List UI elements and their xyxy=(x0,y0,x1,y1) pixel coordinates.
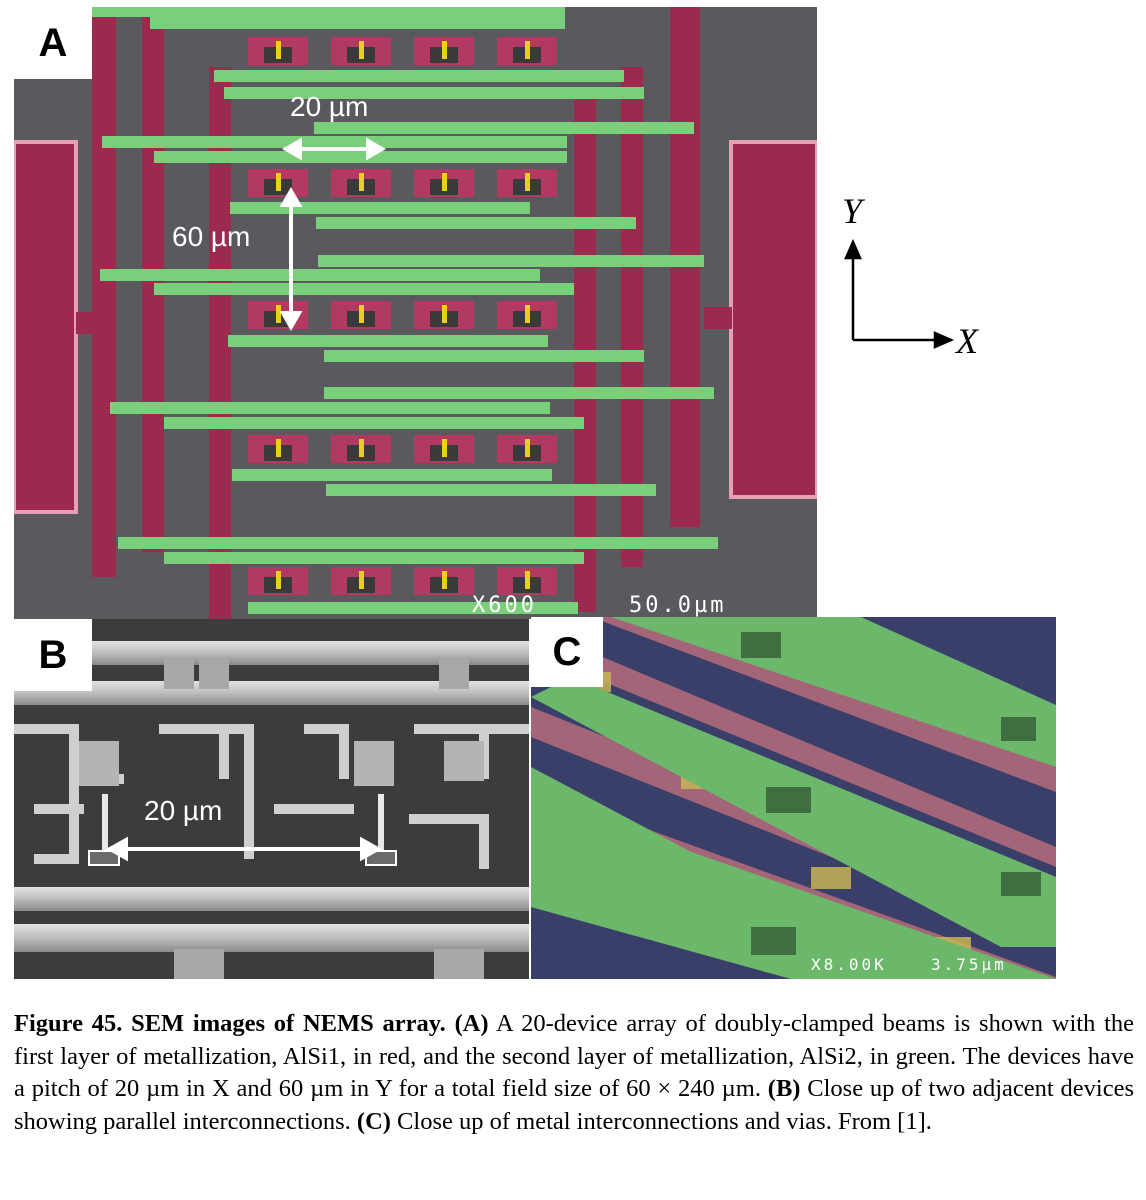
device-beam xyxy=(442,571,447,589)
caption-c-text: Close up of metal interconnections and v… xyxy=(390,1107,932,1135)
device-beam xyxy=(442,305,447,323)
panel-c-label: C xyxy=(531,617,603,687)
device-beam xyxy=(525,305,530,323)
panel-a-x-scale: 20 µm xyxy=(290,91,369,122)
device-beam xyxy=(276,439,281,457)
caption-a-tag: (A) xyxy=(454,1010,489,1037)
device-beam xyxy=(359,173,364,191)
y-axis-label: Y xyxy=(842,191,863,231)
panel-c-scale-bar: 3.75µm xyxy=(931,955,1007,974)
device-beam xyxy=(276,41,281,59)
device-beam xyxy=(442,439,447,457)
panel-c-magnification: X8.00K xyxy=(811,955,887,974)
caption-c-tag: (C) xyxy=(356,1107,391,1135)
xy-axis-legend: Y X xyxy=(830,190,1030,370)
device-beam xyxy=(276,173,281,191)
device-beam xyxy=(359,41,364,59)
device-closeup-image xyxy=(14,619,529,979)
panel-a-y-scale: 60 µm xyxy=(172,221,251,252)
interconnect-closeup-image xyxy=(531,617,1056,979)
device-beam xyxy=(442,173,447,191)
figure-caption: Figure 45. SEM images of NEMS array. (A)… xyxy=(14,1008,1134,1138)
device-beam xyxy=(276,571,281,589)
device-beam xyxy=(442,41,447,59)
panel-b-sem-image: B 20 µm xyxy=(14,619,529,979)
device-beam xyxy=(525,439,530,457)
panel-b-label: B xyxy=(14,619,92,691)
panel-a-magnification: X600 xyxy=(472,593,537,618)
caption-b-tag: (B) xyxy=(767,1075,801,1102)
device-beam xyxy=(525,173,530,191)
device-beam xyxy=(276,305,281,323)
panel-a-scale-bar: 50.0µm xyxy=(629,593,727,618)
caption-a-text: A 20-device array of doubly-clamped beam… xyxy=(14,1010,1135,1102)
x-axis-label: X xyxy=(956,321,978,361)
axis-arrows xyxy=(844,238,955,349)
caption-label: Figure 45. SEM images of NEMS array. xyxy=(14,1010,446,1037)
panel-a-label: A xyxy=(14,7,92,79)
panel-b-x-scale: 20 µm xyxy=(144,795,223,826)
device-beam xyxy=(525,41,530,59)
caption-b-text: Close up of two adjacent devices showing… xyxy=(14,1075,1134,1135)
device-beam xyxy=(359,571,364,589)
device-beam xyxy=(359,305,364,323)
panel-a-sem-image: A 20 µm 60 µm X600 50.0µm xyxy=(14,7,817,619)
device-beam xyxy=(525,571,530,589)
nems-array-image xyxy=(14,7,817,619)
device-beam xyxy=(359,439,364,457)
panel-c-sem-image: C X8.00K 3.75µm xyxy=(531,617,1056,979)
